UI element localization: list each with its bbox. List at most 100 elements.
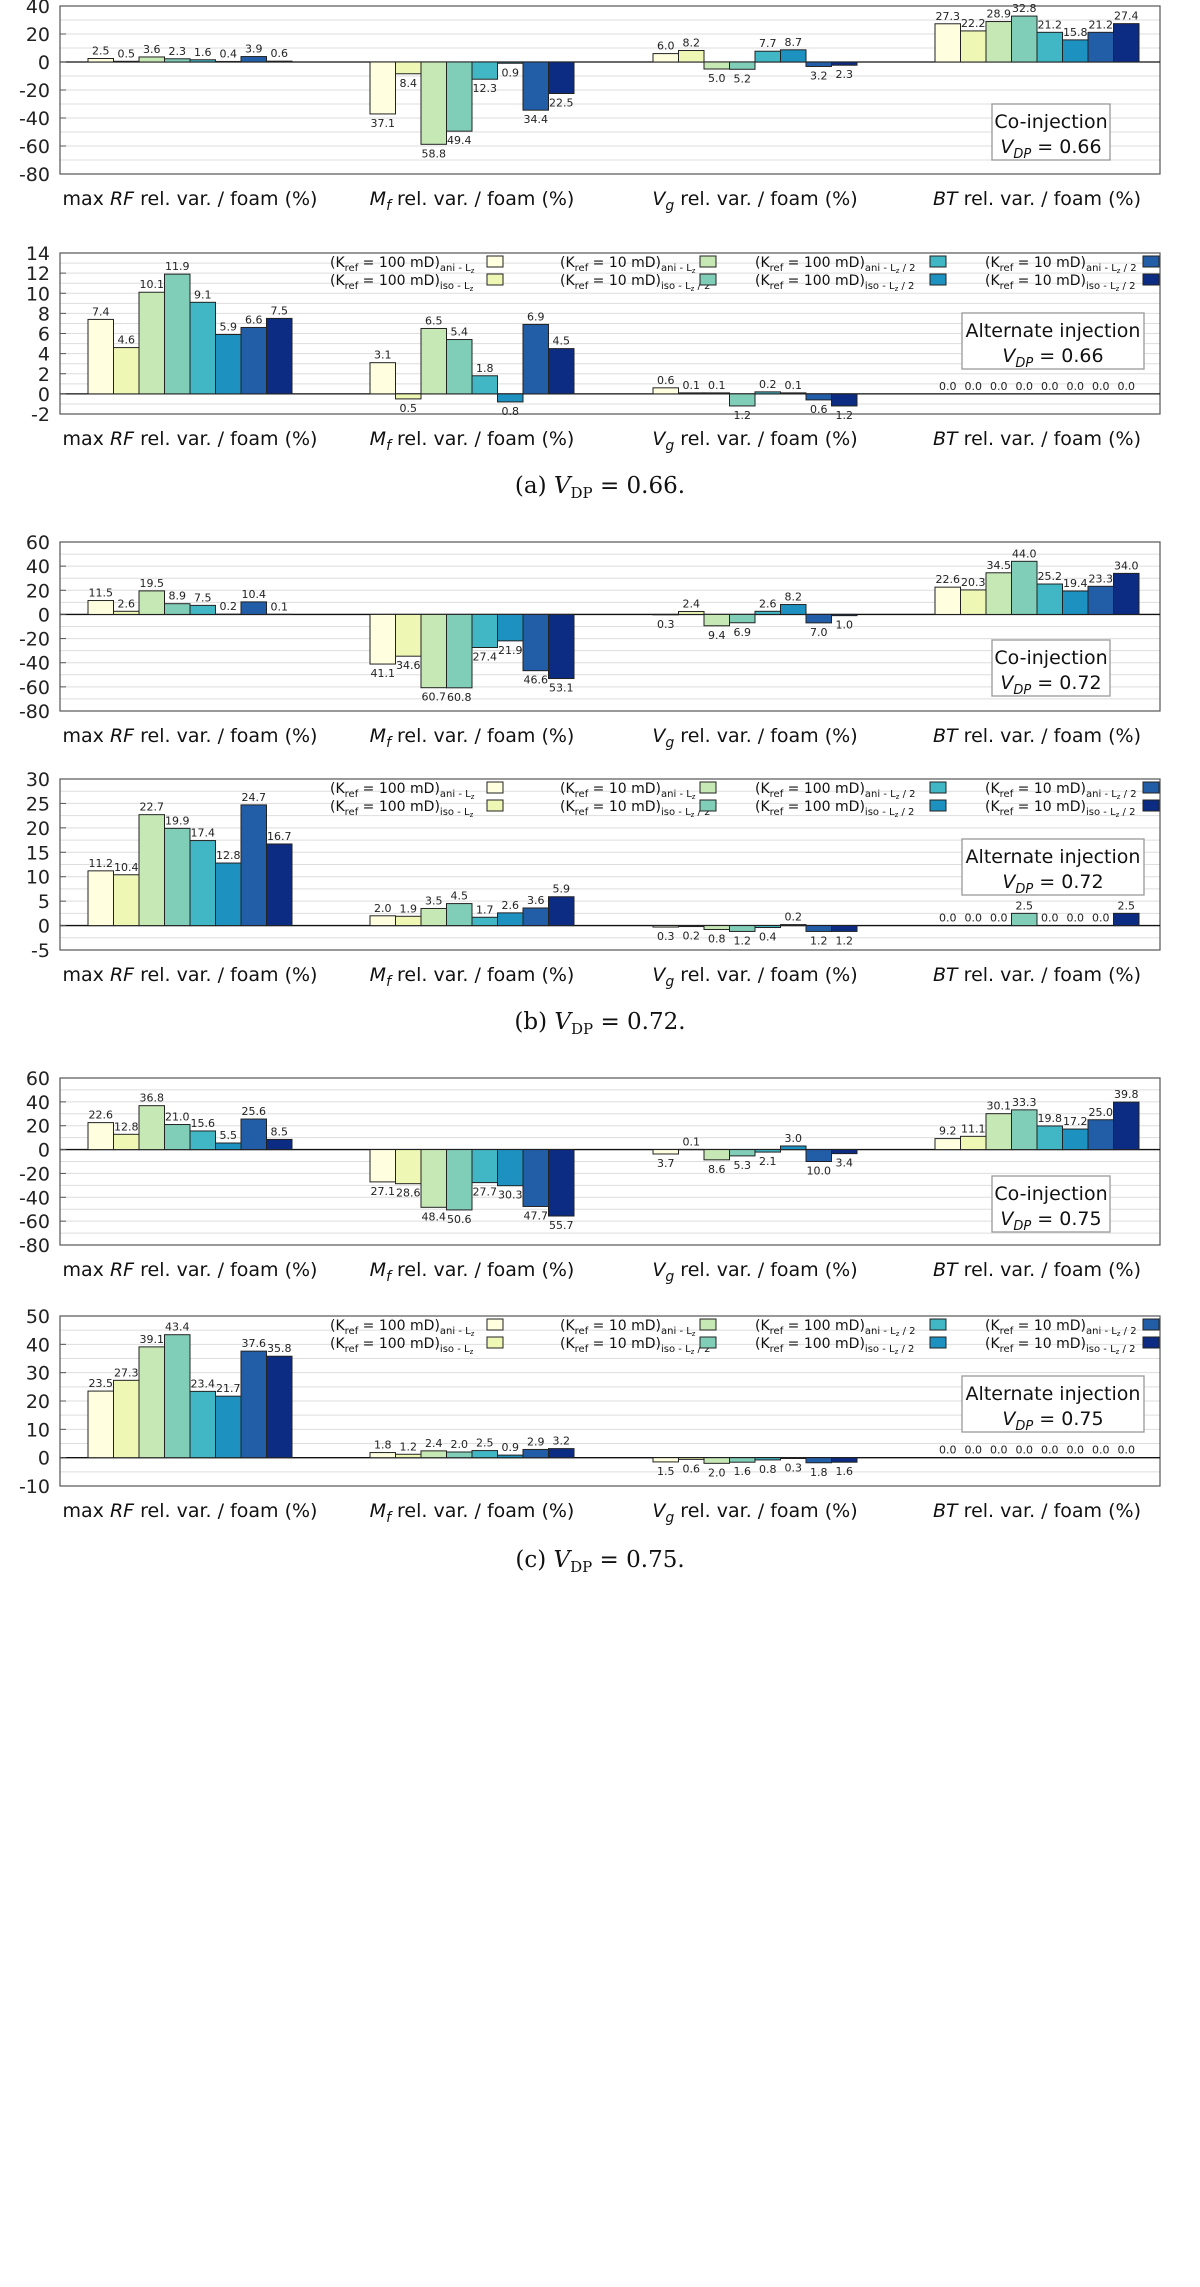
bar-s4-c4 xyxy=(1011,912,1038,927)
y-tick-label: 60 xyxy=(26,1068,50,1090)
chart-a-coinjection: 40 20 0 -20 -40 -60 -80 2.5 0.5 3.6 2.3 1.6 0.4 3.9 0.… xyxy=(19,0,1161,214)
legend-swatch xyxy=(699,1318,717,1331)
value-label: 0.1 xyxy=(683,379,701,392)
value-label: 3.9 xyxy=(245,43,263,56)
bar-s1-c2 xyxy=(369,1452,396,1459)
value-label: 0.2 xyxy=(220,600,238,613)
bar-s7-c1 xyxy=(240,326,267,395)
value-label: 0.0 xyxy=(965,380,983,393)
legend-label: (Kref = 10 mD)ani - Lz xyxy=(560,781,696,801)
annotation-vdp: VDP = 0.66 xyxy=(1002,345,1103,371)
y-tick-label: 2 xyxy=(38,364,50,386)
bar-s1-c3 xyxy=(652,925,679,928)
value-label: 0.8 xyxy=(708,932,726,945)
value-label: 27.1 xyxy=(371,1185,396,1198)
legend-swatch xyxy=(699,781,717,794)
bar-s7-c1 xyxy=(240,56,267,63)
category-label: Mf rel. var. / foam (%) xyxy=(370,1259,575,1285)
value-label: 17.4 xyxy=(191,827,216,840)
category-label: Mf rel. var. / foam (%) xyxy=(370,188,575,214)
legend-label: (Kref = 100 mD)ani - Lz / 2 xyxy=(755,1318,915,1338)
value-label: 2.5 xyxy=(1016,899,1034,912)
bar-s4-c1 xyxy=(164,58,191,63)
bar-s8-c3 xyxy=(831,1457,858,1463)
bar-s3-c1 xyxy=(138,291,165,395)
bar-s6-c2 xyxy=(497,1149,524,1187)
value-label: 0.0 xyxy=(1118,380,1136,393)
value-label: 0.2 xyxy=(759,378,777,391)
y-tick-label: 5 xyxy=(38,891,50,913)
legend-label: (Kref = 100 mD)ani - Lz xyxy=(330,255,475,275)
legend-swatch xyxy=(929,799,947,812)
value-label: 39.1 xyxy=(140,1333,165,1346)
bar-s8-c3 xyxy=(831,393,858,407)
value-label: 23.4 xyxy=(191,1377,216,1390)
value-label: 10.4 xyxy=(242,588,267,601)
value-label: 1.8 xyxy=(810,1466,828,1479)
value-label: 2.4 xyxy=(683,598,701,611)
bar-s5-c1 xyxy=(189,1390,216,1459)
y-tick-label: 0 xyxy=(38,1448,50,1470)
value-label: 46.6 xyxy=(524,674,549,687)
value-label: 0.0 xyxy=(939,1444,957,1457)
bar-s5-c3 xyxy=(754,1149,781,1153)
value-label: 0.4 xyxy=(759,931,777,944)
value-label: 1.8 xyxy=(476,362,494,375)
value-label: 0.0 xyxy=(1016,1444,1034,1457)
y-tick-label: -2 xyxy=(31,404,50,426)
value-label: 30.1 xyxy=(987,1100,1012,1113)
value-label: 21.2 xyxy=(1089,18,1114,31)
y-tick-label: 0 xyxy=(38,384,50,406)
bar-s8-c2 xyxy=(548,896,575,927)
bar-s1-c4 xyxy=(934,23,961,63)
bar-s5-c4 xyxy=(1036,583,1063,615)
bar-s8-c4 xyxy=(1113,912,1140,927)
bar-s7-c1 xyxy=(240,804,267,927)
annotation-scenario: Co-injection xyxy=(994,647,1107,669)
y-tick-label: 30 xyxy=(26,769,50,791)
value-label: 27.3 xyxy=(114,1366,139,1379)
bar-s3-c2 xyxy=(420,1149,447,1208)
bar-s6-c2 xyxy=(497,613,524,642)
value-label: 0.0 xyxy=(990,1444,1008,1457)
value-label: 4.5 xyxy=(451,890,469,903)
category-label: BT rel. var. / foam (%) xyxy=(933,188,1141,210)
legend-label: (Kref = 100 mD)iso - Lz xyxy=(330,273,474,293)
bar-s1-c3 xyxy=(652,1457,679,1463)
bar-s1-c4 xyxy=(934,586,961,615)
bar-s2-c3 xyxy=(678,392,705,395)
value-label: 2.0 xyxy=(374,902,392,915)
category-label: Vg rel. var. / foam (%) xyxy=(652,188,857,214)
bar-s3-c1 xyxy=(138,1105,165,1151)
value-label: 0.0 xyxy=(1067,912,1085,925)
legend-swatch xyxy=(1142,799,1160,812)
legend-label: (Kref = 10 mD)ani - Lz xyxy=(560,1318,696,1338)
bar-s2-c4 xyxy=(960,589,987,615)
value-label: 30.3 xyxy=(498,1189,523,1202)
value-label: 2.5 xyxy=(1118,899,1136,912)
value-label: 0.0 xyxy=(990,912,1008,925)
bar-s8-c2 xyxy=(548,613,575,680)
legend-swatch xyxy=(1142,255,1160,268)
bar-s2-c2 xyxy=(395,915,422,927)
bar-s2-c3 xyxy=(678,611,705,615)
legend-label: (Kref = 100 mD)iso - Lz xyxy=(330,799,474,819)
bar-s4-c3 xyxy=(729,613,756,624)
value-label: 11.5 xyxy=(89,587,114,600)
legend-swatch xyxy=(699,255,717,268)
y-tick-label: 14 xyxy=(26,243,50,265)
bar-s4-c3 xyxy=(729,1149,756,1157)
bar-s1-c2 xyxy=(369,1149,396,1183)
bar-s8-c4 xyxy=(1113,23,1140,63)
value-label: 24.7 xyxy=(242,791,267,804)
value-label: 19.8 xyxy=(1038,1112,1063,1125)
category-label: BT rel. var. / foam (%) xyxy=(933,964,1141,986)
bar-s1-c1 xyxy=(87,1390,114,1459)
legend-label: (Kref = 100 mD)iso - Lz / 2 xyxy=(755,1336,914,1356)
legend-swatch xyxy=(929,781,947,794)
value-label: 0.6 xyxy=(810,403,828,416)
value-label: 10.0 xyxy=(807,1165,832,1178)
legend: (Kref = 100 mD)ani - Lz(Kref = 100 mD)is… xyxy=(330,255,1160,293)
